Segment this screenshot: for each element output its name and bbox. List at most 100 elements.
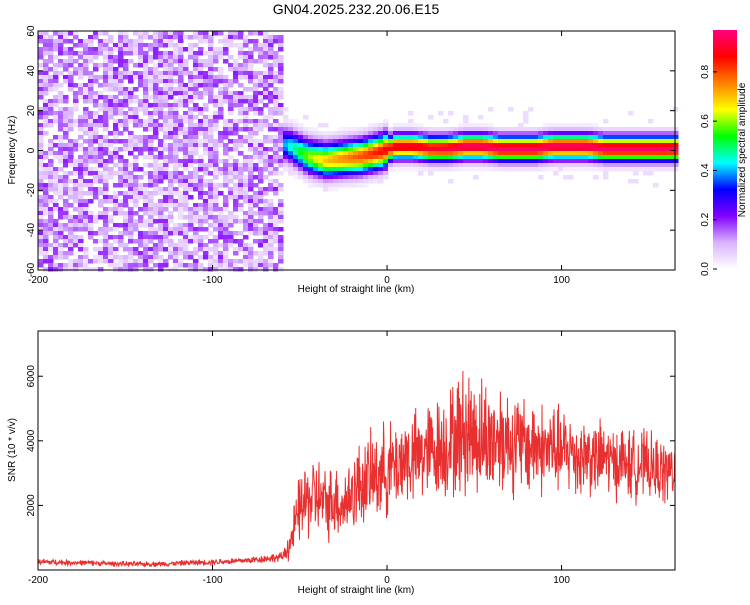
spectrogram-cell — [588, 167, 594, 172]
spectrogram-cell — [103, 167, 109, 172]
spectrogram-cell — [613, 147, 619, 152]
spectrogram-cell — [53, 167, 59, 172]
spectrogram-cell — [473, 139, 479, 144]
spectrogram-cell — [58, 59, 64, 64]
spectrogram-cell — [353, 171, 359, 176]
spectrogram-cell — [483, 127, 489, 132]
spectrogram-cell — [493, 155, 499, 160]
spectrogram-cell — [573, 151, 579, 156]
spectrogram-cell — [213, 207, 219, 212]
spectrogram-cell — [263, 35, 269, 40]
spectrogram-cell — [48, 259, 54, 264]
spectrogram-cell — [428, 151, 434, 156]
spectrogram-cell — [163, 43, 169, 48]
spectrogram-cell — [223, 131, 229, 136]
spectrogram-cell — [568, 123, 574, 128]
spectrogram-cell — [343, 159, 349, 164]
spectrogram-cell — [68, 87, 74, 92]
spectrogram-cell — [298, 151, 304, 156]
spectrogram-cell — [108, 171, 114, 176]
spectrogram-cell — [163, 235, 169, 240]
spectrogram-cell — [148, 151, 154, 156]
spectrogram-cell — [138, 191, 144, 196]
spectrogram-cell — [108, 235, 114, 240]
spectrogram-cell — [133, 139, 139, 144]
spectrogram-cell — [103, 115, 109, 120]
spectrogram-cell — [273, 127, 279, 132]
spectrogram-cell — [98, 171, 104, 176]
spectrogram-cell — [173, 263, 179, 268]
spectrogram-cell — [668, 147, 674, 152]
spectrogram-cell — [153, 219, 159, 224]
spectrogram-cell — [438, 131, 444, 136]
spectrogram-cell — [478, 139, 484, 144]
spectrogram-cell — [103, 215, 109, 220]
spectrogram-cell — [163, 63, 169, 68]
spectrogram-cell — [38, 35, 44, 40]
spectrogram-cell — [263, 207, 269, 212]
spectrogram-cell — [218, 139, 224, 144]
snr-frame — [37, 330, 676, 571]
spectrogram-cell — [588, 123, 594, 128]
spectrogram-cell — [338, 159, 344, 164]
spectrogram-cell — [313, 147, 319, 152]
spectrogram-cell — [338, 167, 344, 172]
spectrogram-cell — [418, 151, 424, 156]
spectrogram-cell — [158, 147, 164, 152]
spectrogram-cell — [278, 35, 284, 40]
spectrogram-cell — [663, 143, 669, 148]
spectrogram-cell — [208, 223, 214, 228]
spectrogram-cell — [643, 131, 649, 136]
spectrogram-cell — [143, 143, 149, 148]
spectrogram-cell — [193, 227, 199, 232]
spectrogram-cell — [413, 143, 419, 148]
spectrogram-cell — [253, 71, 259, 76]
spectrogram-cell — [268, 47, 274, 52]
spectrogram-cell — [58, 207, 64, 212]
spectrogram-cell — [108, 35, 114, 40]
spectrogram-cell — [368, 179, 374, 184]
spectrogram-cell — [603, 127, 609, 132]
spectrogram-cell — [98, 95, 104, 100]
spectrogram-cell — [83, 183, 89, 188]
spectrogram-cell — [378, 127, 384, 132]
spectrogram-cell — [58, 179, 64, 184]
spectrogram-cell — [203, 211, 209, 216]
spectrogram-cell — [213, 167, 219, 172]
spectrogram-cell — [273, 155, 279, 160]
spectrogram-cell — [38, 247, 44, 252]
spectrogram-cell — [193, 251, 199, 256]
spectrogram-cell — [278, 211, 284, 216]
spectrogram-cell — [228, 95, 234, 100]
spectrogram-cell — [408, 123, 414, 128]
spectrogram-cell — [218, 99, 224, 104]
spectrogram-cell — [38, 87, 44, 92]
spectrogram-cell — [38, 111, 44, 116]
spectrogram-cell — [593, 159, 599, 164]
spectrogram-cell — [248, 247, 254, 252]
spectrogram-cell — [78, 55, 84, 60]
spectrogram-cell — [488, 135, 494, 140]
spectrogram-cell — [423, 143, 429, 148]
spectrogram-cell — [243, 167, 249, 172]
spectrogram-cell — [53, 207, 59, 212]
spectrogram-cell — [258, 139, 264, 144]
spectrogram-cell — [58, 147, 64, 152]
spectrogram-cell — [143, 247, 149, 252]
spectrogram-cell — [513, 143, 519, 148]
spectrogram-cell — [138, 35, 144, 40]
spectrogram-cell — [203, 183, 209, 188]
spectrogram-cell — [138, 263, 144, 268]
spectrogram-cell — [278, 79, 284, 84]
spectrogram-cell — [168, 83, 174, 88]
spectrogram-cell — [238, 219, 244, 224]
spectrogram-cell — [313, 167, 319, 172]
spectrogram-cell — [48, 159, 54, 164]
spectrogram-cell — [258, 227, 264, 232]
spectrogram-cell — [473, 175, 479, 180]
spectrogram-cell — [43, 43, 49, 48]
spectrogram-cell — [628, 135, 634, 140]
spectrogram-cell — [58, 267, 64, 272]
spectrogram-cell — [63, 95, 69, 100]
spectrogram-cell — [153, 119, 159, 124]
